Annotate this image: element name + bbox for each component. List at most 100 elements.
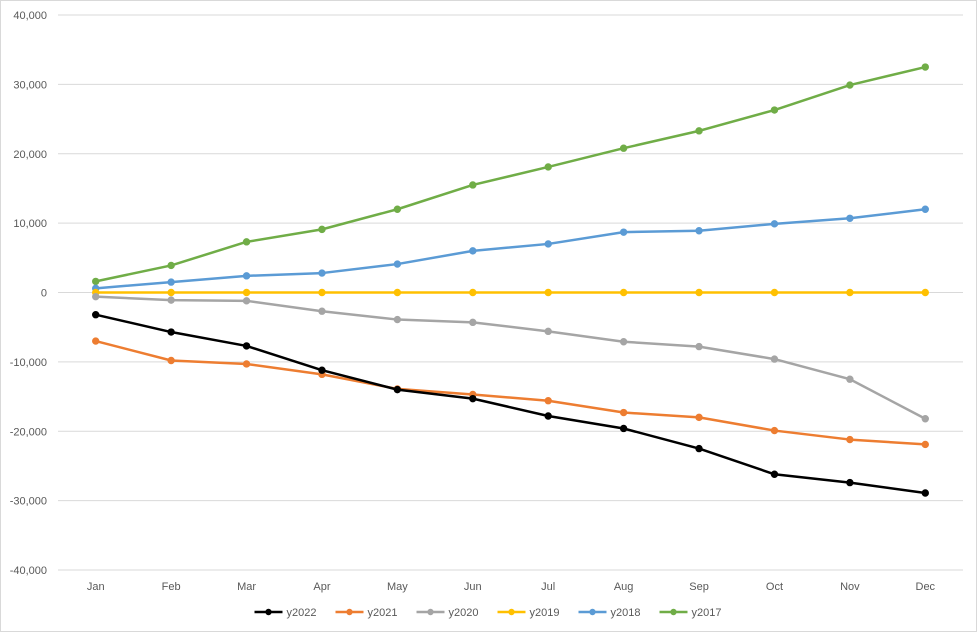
y-tick-label: -40,000 [10, 565, 47, 577]
legend-swatch-marker [589, 608, 596, 616]
data-point-y2021 [846, 435, 854, 444]
legend-label: y2017 [692, 607, 722, 619]
data-point-y2018 [544, 240, 552, 248]
data-point-y2018 [393, 260, 402, 268]
series-line-y2018 [94, 208, 927, 290]
x-tick-label: Dec [916, 581, 936, 593]
y-tick-label: 20,000 [13, 149, 47, 161]
legend-label: y2019 [530, 607, 560, 619]
legend: y2022 y2021 y2020 y2019 y2018 y2017 [254, 607, 722, 619]
y-tick-label: -30,000 [10, 496, 47, 508]
data-point-y2019 [544, 288, 552, 297]
data-point-y2020 [619, 338, 628, 346]
data-point-y2021 [695, 413, 703, 422]
data-point-y2017 [619, 144, 628, 152]
y-tick-label: -20,000 [10, 426, 47, 438]
data-point-y2020 [544, 327, 552, 336]
data-point-y2020 [469, 318, 477, 327]
data-point-y2019 [619, 288, 628, 297]
data-point-y2021 [544, 397, 552, 405]
data-point-y2017 [695, 127, 703, 135]
series-y2017 [92, 63, 929, 286]
series-y2020 [92, 292, 929, 423]
data-point-y2017 [393, 205, 402, 213]
series-line-y2021 [94, 339, 927, 446]
y-tick-label: 30,000 [13, 79, 47, 91]
data-point-y2018 [167, 278, 175, 286]
legend-item-y2017: y2017 [659, 607, 722, 619]
data-point-y2017 [318, 225, 326, 234]
x-tick-label: Jun [464, 581, 482, 593]
data-point-y2018 [619, 228, 628, 236]
data-point-y2020 [92, 292, 100, 301]
y-tick-label: 40,000 [13, 10, 47, 22]
data-point-y2018 [846, 214, 854, 222]
data-point-y2022 [619, 424, 628, 433]
data-point-y2022 [242, 342, 251, 350]
data-point-y2019 [393, 288, 402, 297]
legend-label: y2020 [449, 607, 479, 619]
series-y2019 [92, 288, 929, 297]
x-tick-label: Jul [541, 581, 555, 593]
legend-label: y2018 [611, 607, 641, 619]
data-point-y2020 [242, 297, 251, 305]
data-point-y2022 [393, 385, 402, 394]
series-y2022 [92, 311, 929, 497]
data-point-y2021 [92, 337, 100, 345]
legend-item-y2018: y2018 [578, 607, 641, 619]
data-point-y2017 [469, 181, 477, 189]
data-point-y2017 [92, 277, 100, 286]
data-point-y2019 [469, 288, 477, 297]
data-point-y2020 [393, 315, 402, 324]
series-y2018 [92, 205, 929, 293]
legend-label: y2022 [287, 607, 317, 619]
data-point-y2018 [695, 227, 703, 235]
x-tick-label: Apr [313, 581, 330, 593]
data-point-y2018 [770, 220, 779, 228]
series-line-y2017 [94, 65, 927, 283]
legend-swatch-marker [346, 608, 353, 616]
series-lines [92, 63, 929, 497]
x-tick-label: Aug [614, 581, 634, 593]
data-point-y2017 [544, 163, 552, 171]
data-point-y2017 [921, 63, 929, 71]
data-point-y2020 [318, 307, 326, 315]
data-point-y2019 [318, 288, 326, 297]
data-point-y2018 [921, 205, 929, 213]
x-axis-tick-labels: Jan Feb Mar Apr May Jun Jul Aug Sep Oct Nov Dec [87, 581, 936, 593]
data-point-y2022 [544, 412, 552, 420]
legend-swatch-marker [427, 608, 434, 616]
x-tick-label: Sep [689, 581, 709, 593]
data-point-y2021 [242, 360, 251, 368]
data-point-y2019 [242, 288, 251, 297]
legend-label: y2021 [368, 607, 398, 619]
data-point-y2022 [469, 394, 477, 403]
x-tick-label: Feb [162, 581, 181, 593]
data-point-y2019 [921, 288, 929, 297]
y-tick-label: 0 [41, 288, 47, 300]
legend-swatch-marker [265, 608, 272, 616]
legend-swatch-marker [508, 608, 515, 616]
data-point-y2022 [770, 470, 779, 478]
data-point-y2020 [695, 342, 703, 351]
data-point-y2019 [695, 288, 703, 297]
data-point-y2019 [770, 288, 779, 297]
data-point-y2020 [770, 355, 779, 363]
data-point-y2022 [92, 311, 100, 319]
data-point-y2017 [242, 238, 251, 246]
legend-item-y2021: y2021 [335, 607, 398, 619]
data-point-y2020 [921, 415, 929, 423]
data-point-y2019 [167, 288, 175, 297]
y-axis-tick-labels: 40,000 30,000 20,000 10,000 0 -10,000 -20,000 -… [10, 10, 47, 577]
data-point-y2022 [921, 489, 929, 497]
data-point-y2021 [770, 426, 779, 435]
series-line-y2022 [94, 313, 927, 495]
x-tick-label: Oct [766, 581, 783, 593]
data-point-y2020 [846, 375, 854, 383]
data-point-y2018 [469, 247, 477, 255]
data-point-y2017 [770, 106, 779, 114]
data-point-y2022 [318, 366, 326, 374]
x-tick-label: Jan [87, 581, 105, 593]
